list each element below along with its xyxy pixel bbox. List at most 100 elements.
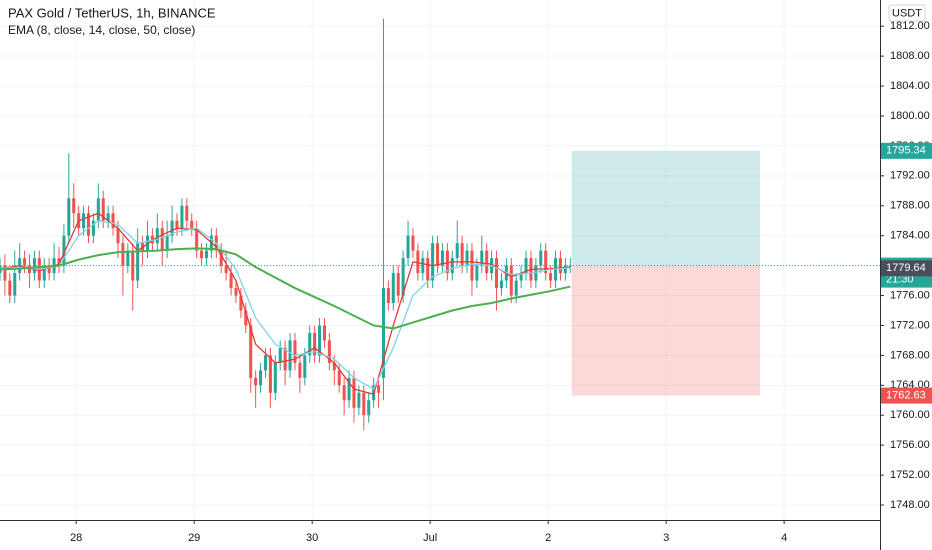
- y-tick-label: 1756.00: [890, 439, 930, 451]
- candle-body: [470, 250, 474, 281]
- candle-body: [426, 258, 430, 281]
- candle-body: [268, 355, 272, 393]
- ema-line: [0, 220, 571, 390]
- profit-zone: [571, 150, 761, 266]
- candle-body: [485, 250, 489, 274]
- candle-body: [283, 347, 287, 371]
- y-tick-label: 1776.00: [890, 289, 930, 301]
- candle-body: [111, 213, 115, 229]
- y-tick-label: 1768.00: [890, 349, 930, 361]
- candle-body: [67, 198, 71, 236]
- candle-body: [293, 340, 297, 363]
- candle-body: [185, 205, 189, 221]
- candle-body: [195, 228, 199, 251]
- x-tick-label: 3: [663, 532, 669, 544]
- candle-body: [362, 392, 366, 416]
- candle-body: [381, 288, 385, 378]
- candle-body: [224, 265, 228, 274]
- candle-body: [42, 265, 46, 281]
- y-tick-label: 1788.00: [890, 200, 930, 212]
- candle-body: [445, 250, 449, 274]
- candle-body: [465, 250, 469, 266]
- plot-area: [0, 18, 880, 431]
- candle-body: [106, 213, 110, 221]
- currency-label: USDT: [892, 7, 922, 19]
- countdown-label: 21:30: [886, 274, 914, 286]
- candle-body: [160, 228, 164, 251]
- y-tick-label: 1772.00: [890, 319, 930, 331]
- indicator-legend: EMA (8, close, 14, close, 50, close): [8, 23, 195, 37]
- candle-body: [126, 250, 130, 266]
- y-tick-label: 1808.00: [890, 50, 930, 62]
- candle-body: [416, 250, 420, 274]
- x-tick-label: 4: [781, 532, 787, 544]
- y-tick-label: 1752.00: [890, 469, 930, 481]
- candle-body: [150, 235, 154, 244]
- price-tag: [881, 260, 932, 277]
- candle-body: [13, 273, 17, 296]
- candle-body: [421, 258, 425, 274]
- candle-body: [116, 228, 120, 244]
- candle-body: [219, 250, 223, 266]
- candle-body: [136, 243, 140, 281]
- candle-body: [367, 400, 371, 416]
- candle-body: [455, 243, 459, 259]
- y-tick-label: 1760.00: [890, 409, 930, 421]
- candle-body: [544, 250, 548, 274]
- candle-body: [101, 198, 105, 221]
- candle-body: [406, 235, 410, 259]
- candle-body: [200, 250, 204, 259]
- candle-body: [401, 258, 405, 296]
- candle-body: [549, 273, 553, 281]
- candle-body: [475, 265, 479, 281]
- candle-body: [386, 288, 390, 304]
- candle-body: [72, 198, 76, 214]
- candle-body: [47, 265, 51, 274]
- y-tick-label: 1804.00: [890, 80, 930, 92]
- candle-body: [155, 228, 159, 244]
- candle-body: [534, 265, 538, 281]
- candle-body: [131, 250, 135, 281]
- candle-body: [263, 355, 267, 371]
- candle-body: [175, 220, 179, 229]
- candle-body: [514, 280, 518, 296]
- loss-zone: [571, 265, 761, 396]
- candle-body: [509, 265, 513, 296]
- ema-line: [0, 247, 571, 330]
- candle-body: [396, 273, 400, 296]
- candle-body: [357, 392, 361, 408]
- candle-body: [229, 273, 233, 289]
- x-tick-label: Jul: [423, 532, 437, 544]
- candle-body: [27, 265, 32, 274]
- candle-body: [411, 235, 415, 251]
- candle-body: [234, 288, 238, 296]
- candle-body: [391, 273, 395, 304]
- price-tag-label: 1795.34: [886, 145, 926, 157]
- candle-body: [450, 258, 454, 274]
- candle-body: [254, 377, 258, 386]
- candle-body: [342, 385, 346, 401]
- candle-body: [298, 362, 302, 378]
- price-tag: [881, 142, 932, 159]
- price-tag-label: 1762.63: [886, 389, 926, 401]
- x-tick-label: 28: [70, 532, 82, 544]
- candle-body: [352, 377, 356, 408]
- candle-body: [180, 205, 184, 229]
- candle-body: [32, 258, 36, 274]
- candle-body: [303, 355, 307, 378]
- candle-body: [259, 370, 263, 386]
- candle-body: [86, 213, 91, 236]
- price-tag-label: 1779.64: [886, 262, 926, 274]
- price-tag: [881, 387, 932, 404]
- axes: 1748.001752.001756.001760.001764.001768.…: [70, 20, 932, 544]
- candle-body: [480, 250, 484, 266]
- candle-body: [8, 280, 12, 296]
- candle-body: [347, 377, 351, 401]
- candle-body: [96, 198, 100, 221]
- candle-body: [57, 258, 61, 266]
- ema-line: [0, 212, 571, 396]
- y-tick-label: 1784.00: [890, 230, 930, 242]
- candle-body: [165, 235, 169, 251]
